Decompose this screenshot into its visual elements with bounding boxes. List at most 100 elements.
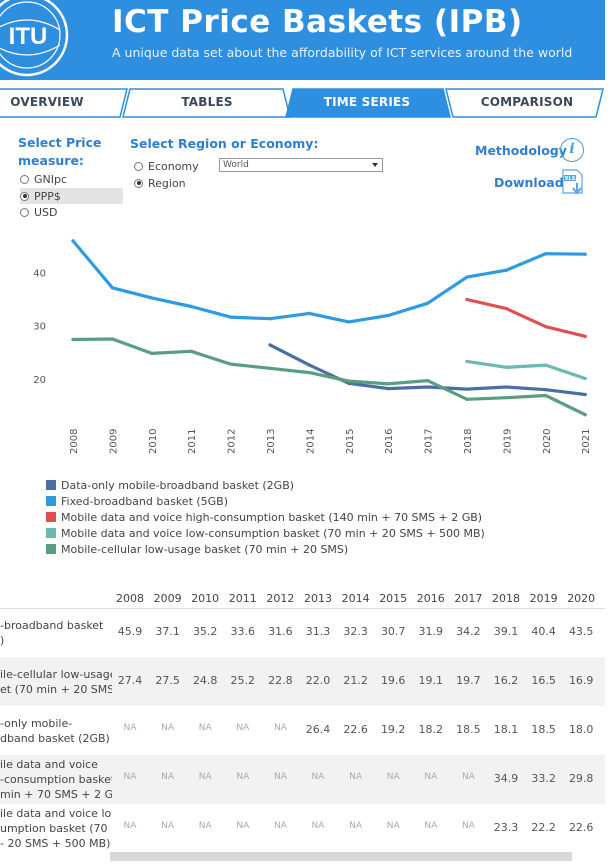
legend-label: Fixed-broadband basket (5GB) [61, 494, 229, 508]
x-tick-label: 2019 [502, 429, 513, 454]
row-label: ile data and voice low-umption basket (7… [0, 806, 112, 851]
x-tick-label: 2021 [581, 429, 592, 454]
table-cell: 33.6 [230, 624, 256, 638]
region-option-economy[interactable]: Economy [134, 158, 214, 174]
radio-button[interactable] [20, 174, 29, 184]
region-select[interactable]: World [219, 158, 383, 172]
series-line [465, 359, 587, 381]
radio-button[interactable] [134, 161, 143, 171]
table-cell: NA [123, 771, 137, 782]
x-tick-label: 2014 [305, 429, 316, 454]
series-line [71, 239, 587, 324]
table-cell: NA [236, 771, 250, 782]
data-point [465, 275, 469, 279]
table-row: ile data and voice low-umption basket (7… [0, 804, 605, 853]
horizontal-scrollbar[interactable] [110, 852, 572, 861]
row-label-line: -only mobile- [0, 716, 73, 730]
region-option-label: Region [148, 176, 186, 190]
row-label: -only mobile-dband basket (2GB) [0, 716, 112, 746]
data-point [504, 385, 508, 389]
region-title: Select Region or Economy: [130, 136, 319, 151]
price-option-usd[interactable]: USD [20, 204, 123, 220]
legend-item: Mobile data and voice low-consumption ba… [46, 525, 485, 541]
data-point [426, 385, 430, 389]
data-point [544, 252, 548, 256]
table-cell: 32.3 [343, 624, 368, 638]
series-line [465, 297, 587, 338]
table-header-year: 2014 [341, 592, 370, 605]
tab-comparison[interactable]: COMPARISON [480, 95, 574, 109]
data-point [583, 334, 587, 338]
data-point [583, 252, 587, 256]
radio-button[interactable] [20, 207, 29, 217]
table-cell: 30.7 [380, 624, 406, 638]
table-cell: 18.1 [493, 722, 519, 736]
table-cell: NA [123, 722, 137, 733]
x-tick-label: 2015 [345, 429, 356, 454]
table-cell: NA [273, 722, 287, 733]
table-cell: 34.9 [493, 771, 519, 785]
table-row: ile data and voice -consumption basket min… [0, 755, 605, 804]
page-title: ICT Price Baskets (IPB) [112, 4, 523, 40]
region-option-region[interactable]: Region [134, 175, 214, 191]
tab-tables[interactable]: TABLES [181, 95, 233, 109]
table-cell: 26.4 [305, 722, 331, 736]
table-cell: 22.6 [568, 820, 594, 834]
data-point [583, 413, 587, 417]
radio-button[interactable] [134, 178, 143, 188]
data-point [229, 362, 233, 366]
x-tick-label: 2013 [266, 429, 277, 454]
data-point [347, 379, 351, 383]
chart-legend: Data-only mobile-broadband basket (2GB) F… [46, 477, 485, 557]
table-cell: 21.2 [343, 673, 368, 687]
table-cell: 16.2 [493, 673, 519, 687]
tab-shapes [0, 88, 604, 118]
tab-time-series[interactable]: TIME SERIES [323, 95, 411, 109]
series-line [71, 337, 587, 417]
table-cell: 22.8 [268, 673, 293, 687]
price-option-gnipc[interactable]: GNIpc [20, 171, 123, 187]
table-cell: 16.5 [531, 673, 556, 687]
table-cell: 37.1 [155, 624, 180, 638]
legend-label: Mobile data and voice low-consumption ba… [61, 526, 485, 540]
methodology-link[interactable]: Methodology [475, 143, 567, 158]
data-point [386, 387, 390, 391]
legend-label: Mobile data and voice high-consumption b… [61, 510, 483, 524]
table-cell: 19.1 [418, 673, 444, 687]
legend-item: Fixed-broadband basket (5GB) [46, 493, 485, 509]
table-row: -broadband basket) 45.9 37.1 35.2 33.6 31.6 31… [0, 608, 605, 657]
table-cell: NA [236, 722, 250, 733]
table-row: -only mobile-dband basket (2GB) NA NA NA NA N… [0, 706, 605, 755]
data-point [347, 320, 351, 324]
price-option-label: USD [34, 205, 58, 219]
row-label-line: -broadband basket [0, 618, 104, 632]
info-icon[interactable]: i [560, 138, 584, 162]
data-point [504, 268, 508, 272]
x-tick-label: 2016 [384, 429, 395, 454]
row-label: -broadband basket) [0, 618, 112, 648]
table-header-year: 2010 [191, 592, 220, 605]
data-point [110, 337, 114, 341]
legend-swatch [46, 528, 56, 538]
table-header-year: 2016 [416, 592, 445, 605]
table-cell: 39.1 [493, 624, 519, 638]
tab-overview[interactable]: OVERVIEW [10, 95, 84, 109]
table-cell: 27.4 [117, 673, 143, 687]
data-point [583, 392, 587, 397]
legend-label: Data-only mobile-broadband basket (2GB) [61, 478, 295, 492]
data-point [268, 317, 272, 321]
download-link[interactable]: Download [494, 175, 564, 190]
data-point [465, 297, 469, 302]
table-cell: 29.8 [568, 771, 594, 785]
logo-text: ITU [9, 23, 48, 50]
data-point [544, 325, 548, 329]
table-cell: NA [461, 820, 475, 831]
table-header-year: 2009 [153, 592, 182, 605]
radio-button[interactable] [20, 191, 29, 201]
table-cell: 31.9 [418, 624, 444, 638]
tab-bar: OVERVIEW TABLES TIME SERIES COMPARISON [0, 88, 605, 118]
xls-download-icon[interactable]: XLS [560, 169, 588, 199]
table-cell: 45.9 [117, 624, 143, 638]
price-option-ppp[interactable]: PPP$ [20, 188, 123, 204]
region-option-label: Economy [148, 159, 199, 173]
